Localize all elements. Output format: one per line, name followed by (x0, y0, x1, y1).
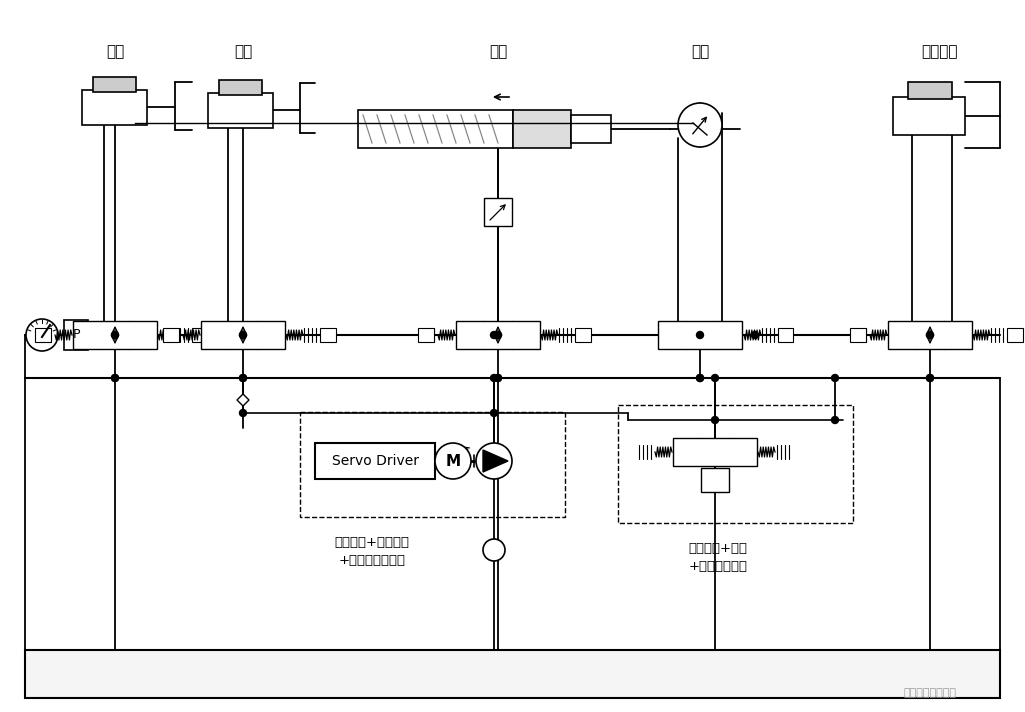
Bar (456, 321, 540, 349)
Bar (73, 321, 157, 349)
Circle shape (711, 417, 719, 424)
Circle shape (678, 103, 722, 147)
Bar (673, 438, 757, 466)
Circle shape (112, 332, 119, 338)
Circle shape (240, 375, 246, 382)
Bar (778, 328, 793, 342)
Bar (893, 97, 965, 135)
Circle shape (686, 115, 714, 143)
Text: +变速驱动叶片泵: +变速驱动叶片泵 (338, 553, 406, 567)
Circle shape (751, 332, 758, 338)
Circle shape (112, 332, 119, 338)
Text: +保压特殊回路: +保压特殊回路 (689, 560, 747, 572)
Bar (850, 328, 866, 342)
Bar (25, 650, 1000, 698)
Bar (320, 328, 336, 342)
Bar (300, 412, 565, 517)
Circle shape (494, 375, 501, 382)
Circle shape (927, 375, 934, 382)
Circle shape (112, 375, 119, 382)
Text: P: P (72, 328, 80, 342)
Circle shape (697, 375, 703, 382)
Text: 顶针油缸: 顶针油缸 (921, 44, 958, 60)
Circle shape (483, 539, 505, 561)
Bar (571, 115, 611, 143)
Bar (201, 321, 285, 349)
Circle shape (240, 332, 246, 338)
Bar (418, 328, 434, 342)
Bar (1007, 328, 1023, 342)
Circle shape (927, 375, 934, 382)
Circle shape (831, 375, 838, 382)
Circle shape (240, 375, 246, 382)
Bar (35, 328, 51, 342)
Polygon shape (237, 394, 249, 406)
Bar (82, 90, 147, 125)
Circle shape (711, 375, 719, 382)
Bar (163, 328, 179, 342)
Bar (512, 110, 571, 148)
Bar (192, 328, 208, 342)
Circle shape (435, 443, 472, 479)
Text: 系统卸荷+加载: 系统卸荷+加载 (689, 542, 747, 555)
Circle shape (491, 332, 497, 338)
Bar (888, 321, 972, 349)
Circle shape (927, 332, 934, 338)
Circle shape (491, 375, 497, 382)
Text: 伺服驱动+伺服电机: 伺服驱动+伺服电机 (334, 535, 410, 548)
Circle shape (240, 409, 246, 417)
Text: 锁模: 锁模 (106, 44, 124, 60)
Circle shape (927, 332, 934, 338)
Bar (658, 321, 742, 349)
Bar (93, 77, 136, 92)
Bar (618, 405, 853, 523)
Circle shape (26, 319, 58, 351)
Bar (315, 443, 435, 479)
Circle shape (476, 443, 512, 479)
Bar (908, 82, 952, 99)
Circle shape (697, 375, 703, 382)
Circle shape (112, 375, 119, 382)
Text: Servo Driver: Servo Driver (331, 454, 418, 468)
Bar (701, 468, 729, 492)
Text: 射移: 射移 (234, 44, 252, 60)
Polygon shape (483, 450, 508, 472)
Text: 熔胶: 熔胶 (691, 44, 709, 60)
Circle shape (240, 332, 246, 338)
Text: M: M (446, 454, 460, 468)
Circle shape (494, 375, 501, 382)
Text: 万易号十佰业机电: 万易号十佰业机电 (903, 688, 956, 698)
Text: 射胶: 射胶 (489, 44, 507, 60)
Bar (64, 320, 88, 350)
Circle shape (491, 409, 497, 417)
Bar (358, 110, 512, 148)
Circle shape (697, 332, 703, 338)
Circle shape (494, 332, 501, 338)
Bar (208, 93, 273, 128)
Bar (219, 80, 262, 95)
Bar (484, 198, 512, 226)
Circle shape (831, 417, 838, 424)
Circle shape (494, 332, 501, 338)
Bar (575, 328, 591, 342)
